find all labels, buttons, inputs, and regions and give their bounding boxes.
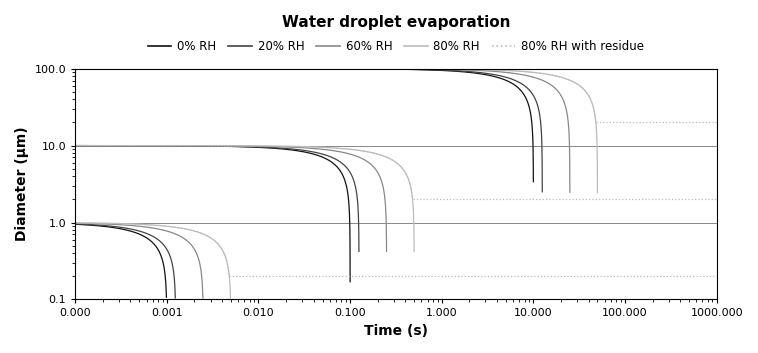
Legend: 0% RH, 20% RH, 60% RH, 80% RH, 80% RH with residue: 0% RH, 20% RH, 60% RH, 80% RH, 80% RH wi…: [143, 36, 649, 58]
Y-axis label: Diameter (μm): Diameter (μm): [15, 127, 29, 241]
X-axis label: Time (s): Time (s): [364, 324, 428, 338]
Title: Water droplet evaporation: Water droplet evaporation: [282, 15, 510, 30]
